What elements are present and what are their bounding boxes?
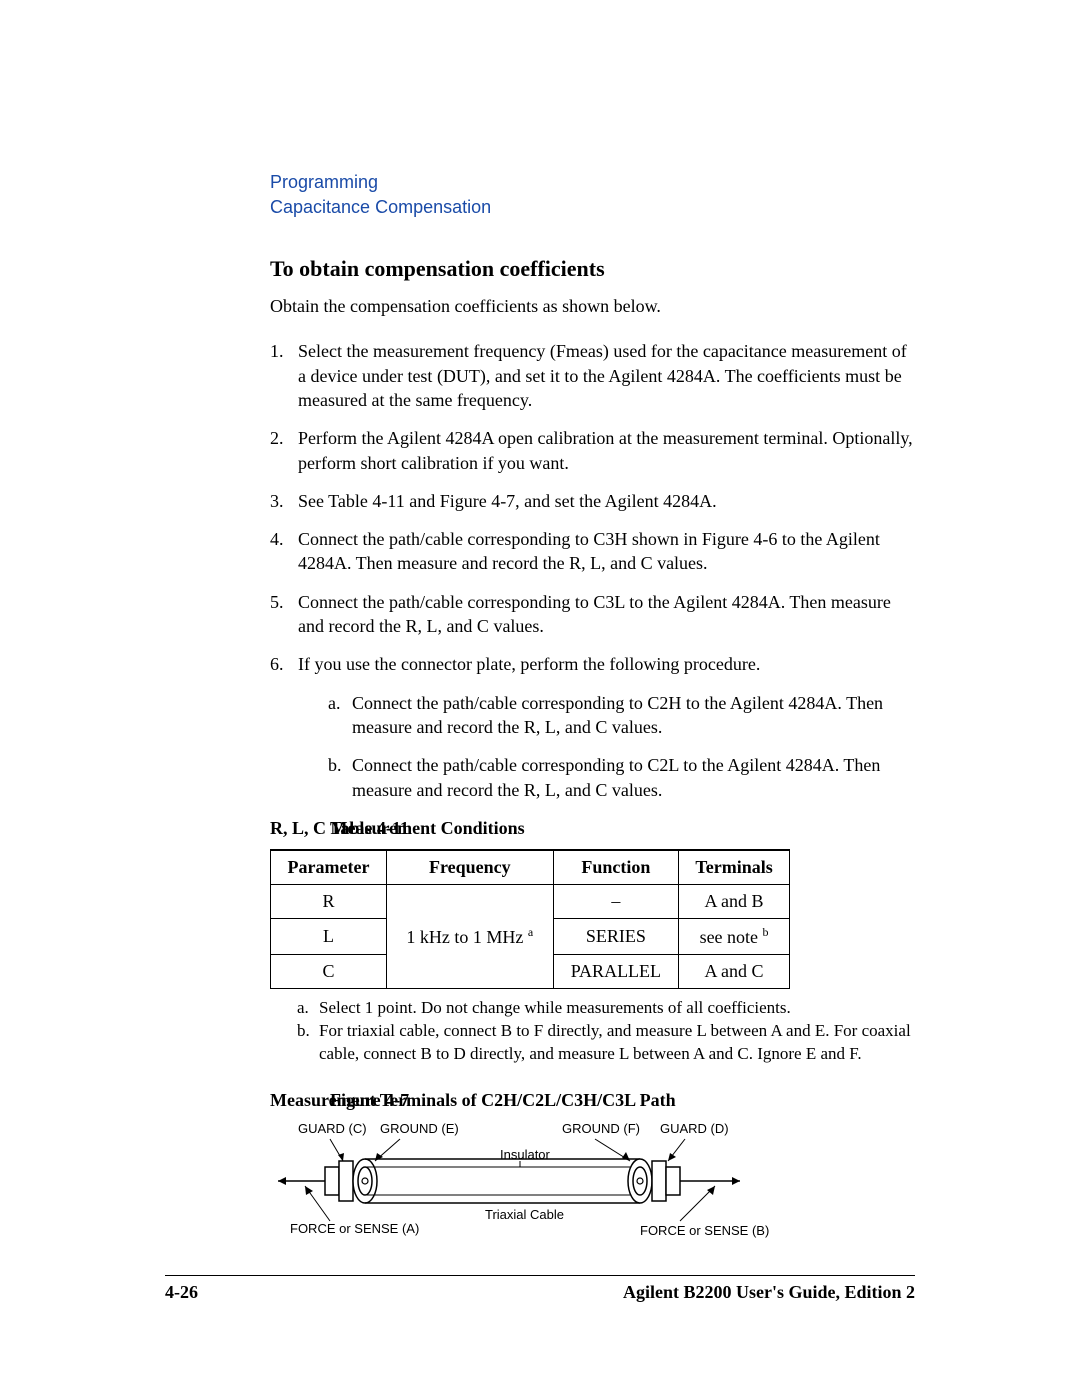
footnote-b-label: b. — [297, 1020, 310, 1043]
page-number: 4-26 — [165, 1282, 198, 1303]
label-ground-f: GROUND (F) — [562, 1121, 640, 1136]
step-1: Select the measurement frequency (Fmeas)… — [270, 339, 915, 412]
section-title: To obtain compensation coefficients — [270, 256, 915, 282]
guide-title: Agilent B2200 User's Guide, Edition 2 — [623, 1282, 915, 1303]
label-ground-e: GROUND (E) — [380, 1121, 459, 1136]
table-label: Table 4-11 — [330, 818, 409, 839]
table-footnotes: a. Select 1 point. Do not change while m… — [297, 997, 915, 1066]
th-terminals: Terminals — [679, 850, 790, 885]
label-force-b: FORCE or SENSE (B) — [640, 1223, 769, 1238]
footnote-b: b. For triaxial cable, connect B to F di… — [297, 1020, 915, 1066]
cell-term-r: A and B — [679, 884, 790, 918]
cell-func-c: PARALLEL — [553, 954, 679, 988]
label-guard-d: GUARD (D) — [660, 1121, 729, 1136]
step-3: See Table 4-11 and Figure 4-7, and set t… — [270, 489, 915, 513]
header-links: Programming Capacitance Compensation — [270, 170, 915, 220]
footnote-a-label: a. — [297, 997, 309, 1020]
step-6b: Connect the path/cable corresponding to … — [328, 753, 915, 802]
footnote-a-text: Select 1 point. Do not change while meas… — [319, 998, 791, 1017]
step-6: If you use the connector plate, perform … — [270, 652, 915, 801]
header-link-capacitance[interactable]: Capacitance Compensation — [270, 195, 915, 220]
header-link-programming[interactable]: Programming — [270, 170, 915, 195]
label-guard-c: GUARD (C) — [298, 1121, 367, 1136]
cell-term-c: A and C — [679, 954, 790, 988]
sub-procedure-list: Connect the path/cable corresponding to … — [298, 691, 915, 802]
cell-param-r: R — [271, 884, 387, 918]
step-4: Connect the path/cable corresponding to … — [270, 527, 915, 576]
figure-label: Figure 4-7 — [330, 1090, 409, 1111]
cell-func-r: – — [553, 884, 679, 918]
table-row: R 1 kHz to 1 MHz a – A and B — [271, 884, 790, 918]
th-frequency: Frequency — [387, 850, 554, 885]
label-force-a: FORCE or SENSE (A) — [290, 1221, 419, 1236]
footnote-a: a. Select 1 point. Do not change while m… — [297, 997, 915, 1020]
th-function: Function — [553, 850, 679, 885]
page: Programming Capacitance Compensation To … — [0, 0, 1080, 1397]
figure-caption-row: Figure 4-7 Measurement Terminals of C2H/… — [165, 1090, 915, 1111]
th-parameter: Parameter — [271, 850, 387, 885]
section-intro: Obtain the compensation coefficients as … — [270, 296, 915, 317]
cell-freq: 1 kHz to 1 MHz a — [387, 884, 554, 988]
page-footer: 4-26 Agilent B2200 User's Guide, Edition… — [165, 1282, 915, 1303]
term-note-b: b — [763, 925, 769, 939]
table-caption-row: Table 4-11 R, L, C Measurement Condition… — [165, 818, 915, 839]
cell-term-l: see note b — [679, 918, 790, 954]
procedure-list: Select the measurement frequency (Fmeas)… — [270, 339, 915, 801]
cell-param-l: L — [271, 918, 387, 954]
label-triaxial: Triaxial Cable — [485, 1207, 564, 1222]
figure-diagram: GUARD (C) GROUND (E) GROUND (F) GUARD (D… — [270, 1121, 915, 1261]
term-l-text: see note — [700, 927, 763, 947]
table-header-row: Parameter Frequency Function Terminals — [271, 850, 790, 885]
footer-rule — [165, 1275, 915, 1276]
step-6a: Connect the path/cable corresponding to … — [328, 691, 915, 740]
step-5: Connect the path/cable corresponding to … — [270, 590, 915, 639]
freq-note-a: a — [528, 925, 533, 939]
label-insulator: Insulator — [500, 1147, 550, 1162]
freq-text: 1 kHz to 1 MHz — [406, 927, 527, 947]
cell-func-l: SERIES — [553, 918, 679, 954]
footnote-b-text: For triaxial cable, connect B to F direc… — [319, 1021, 911, 1063]
step-6-text: If you use the connector plate, perform … — [298, 654, 760, 674]
cell-param-c: C — [271, 954, 387, 988]
measurement-table: Parameter Frequency Function Terminals R… — [270, 849, 790, 989]
step-2: Perform the Agilent 4284A open calibrati… — [270, 426, 915, 475]
